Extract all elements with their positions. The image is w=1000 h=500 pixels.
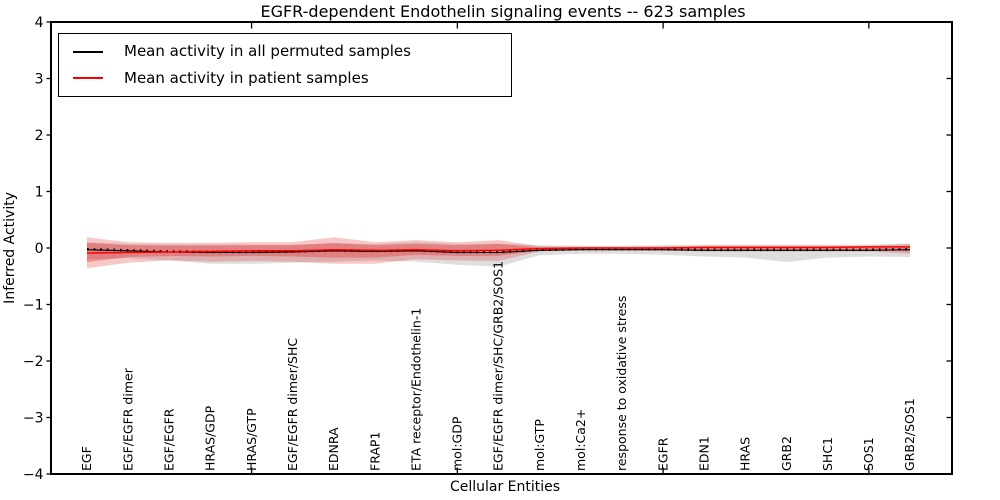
legend-label-permuted: Mean activity in all permuted samples xyxy=(124,42,411,61)
x-category-label: EGF/EGFR dimer/SHC/GRB2/SOS1 xyxy=(491,261,506,471)
y-tick-label: 2 xyxy=(35,128,44,144)
x-category-label: EDNRA xyxy=(326,427,341,471)
patient-mean-line xyxy=(86,246,910,254)
x-category-label: EGF/EGFR xyxy=(162,408,177,471)
x-category-label: EGF/EGFR dimer/SHC xyxy=(285,338,300,471)
y-tick-label: 1 xyxy=(35,185,44,201)
y-tick-label: 0 xyxy=(35,241,44,257)
x-category-label: SHC1 xyxy=(820,437,835,471)
x-category-label: mol:GDP xyxy=(450,416,465,471)
x-category-label: SOS1 xyxy=(861,437,876,471)
x-category-label: GRB2/SOS1 xyxy=(902,398,917,471)
legend: Mean activity in all permuted samples Me… xyxy=(58,33,512,97)
x-category-label: HRAS/GTP xyxy=(244,408,259,471)
y-tick-label: 3 xyxy=(35,72,44,88)
x-category-label: EGF xyxy=(79,446,94,471)
y-axis-label-wrap: Inferred Activity xyxy=(1,22,19,474)
chart-title: EGFR-dependent Endothelin signaling even… xyxy=(260,2,746,21)
permuted-mean-line xyxy=(86,249,911,254)
y-tick-label: −3 xyxy=(23,411,44,427)
y-tick-label: −2 xyxy=(23,354,44,370)
y-tick-label: −4 xyxy=(23,467,44,483)
y-tick-label: −1 xyxy=(23,298,44,314)
x-category-label: ETA receptor/Endothelin-1 xyxy=(408,308,423,471)
x-axis-label: Cellular Entities xyxy=(449,479,561,495)
legend-label-patient: Mean activity in patient samples xyxy=(124,68,369,87)
x-category-label: HRAS xyxy=(738,437,753,471)
x-category-label: mol:GTP xyxy=(532,419,547,471)
x-category-label: response to oxidative stress xyxy=(614,296,629,471)
y-tick-label: 4 xyxy=(35,15,44,31)
permuted-band xyxy=(87,242,910,267)
legend-line-red-icon xyxy=(73,77,103,80)
legend-item-permuted: Mean activity in all permuted samples xyxy=(73,42,511,61)
x-category-label: EGFR xyxy=(655,437,670,471)
x-category-label: FRAP1 xyxy=(367,432,382,471)
x-category-label: GRB2 xyxy=(779,436,794,471)
legend-item-patient: Mean activity in patient samples xyxy=(73,68,511,87)
x-category-label: HRAS/GDP xyxy=(203,405,218,471)
legend-line-black-icon xyxy=(73,50,103,53)
x-category-label: EDN1 xyxy=(697,436,712,471)
y-axis-label: Inferred Activity xyxy=(2,192,18,304)
x-category-label: mol:Ca2+ xyxy=(573,409,588,471)
x-category-label: EGF/EGFR dimer xyxy=(120,367,135,471)
